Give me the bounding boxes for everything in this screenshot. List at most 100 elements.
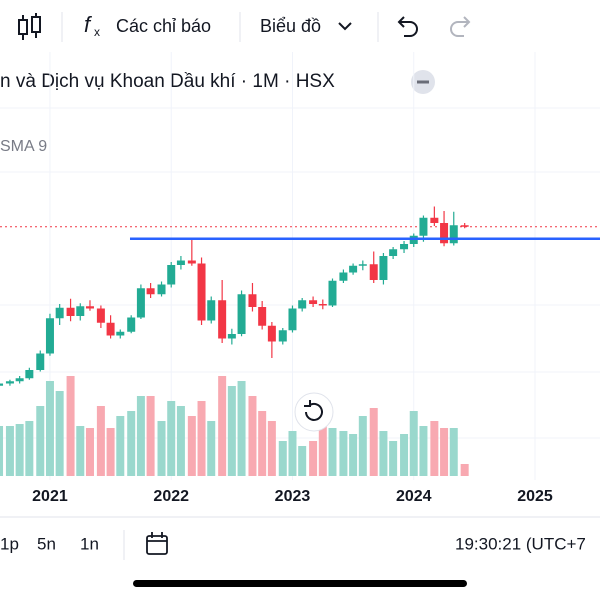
candle-body [460, 225, 469, 227]
volume-bar [76, 426, 85, 476]
volume-bar [127, 411, 136, 476]
candle-body [349, 265, 358, 273]
x-tick-label: 2024 [396, 488, 432, 505]
x-tick-label: 2023 [275, 488, 311, 505]
chart-type-button[interactable]: Biểu đồ [260, 16, 321, 36]
candle-body [36, 353, 45, 370]
candle-body [127, 317, 136, 332]
candle-body [248, 294, 257, 307]
volume-bar [339, 431, 348, 476]
candle-body [400, 244, 409, 250]
volume-bar [298, 446, 307, 476]
volume-bar [349, 434, 358, 476]
candle-body [237, 294, 246, 334]
candle-body [328, 280, 337, 306]
volume-bar [369, 408, 378, 476]
volume-bar [36, 406, 45, 476]
volume-bar [288, 431, 297, 476]
volume-bar [318, 426, 327, 476]
volume-bar [157, 421, 166, 476]
candle-body [449, 225, 458, 244]
candle-body [389, 249, 398, 256]
volume-bar [176, 406, 185, 476]
candle-body [358, 264, 367, 266]
candle-body [176, 260, 185, 265]
x-tick-label: 2022 [153, 488, 189, 505]
volume-bar [379, 431, 388, 476]
volume-bar [328, 428, 337, 476]
volume-bar [430, 421, 439, 476]
candle-body [45, 318, 54, 354]
volume-bar [146, 396, 155, 476]
candle-body [106, 322, 115, 336]
candle-body [339, 272, 348, 281]
indicators-button[interactable]: Các chỉ báo [116, 16, 211, 36]
chevron[interactable] [338, 22, 352, 31]
calendar-icon[interactable] [146, 532, 168, 555]
candle-body [197, 263, 206, 321]
candle-body [227, 334, 236, 339]
interval-button[interactable]: 5n [37, 534, 56, 553]
volume-bar [248, 396, 257, 476]
volume-bar [45, 381, 54, 476]
candle-body [146, 288, 155, 295]
volume-bar [389, 441, 398, 476]
reset-icon [304, 400, 323, 421]
candle-body [96, 308, 105, 323]
candle-body [136, 288, 145, 318]
indicator-label: SMA 9 [0, 138, 47, 155]
x-tick-label: 2021 [32, 488, 68, 505]
candle-body [278, 330, 287, 342]
interval-button[interactable]: 1p [0, 534, 19, 553]
candle-body [55, 307, 64, 319]
volume-bar [5, 426, 14, 476]
volume-bar [309, 441, 318, 476]
fx-icon[interactable]: f [84, 12, 93, 37]
home-indicator [133, 580, 467, 587]
candle-icon[interactable] [18, 13, 41, 40]
candle-body [15, 378, 24, 382]
volume-bar [106, 428, 115, 476]
undo-button[interactable] [397, 16, 418, 37]
candle-body [116, 331, 125, 336]
candle-body [218, 300, 227, 339]
candle-body [379, 256, 388, 280]
volume-bar [25, 421, 34, 476]
volume-bar [419, 426, 428, 476]
candle-body [430, 217, 439, 223]
candle-body [309, 300, 318, 304]
candle-body [187, 260, 196, 264]
volume-bar [197, 401, 206, 476]
candle-body [66, 307, 75, 316]
volume-bar [116, 416, 125, 476]
volume-bar [440, 428, 449, 476]
reset-button[interactable] [294, 392, 334, 432]
volume-bar [55, 391, 64, 476]
redo-button[interactable] [450, 16, 471, 37]
volume-bar [400, 434, 409, 476]
candle-body [76, 306, 85, 316]
volume-bar [187, 416, 196, 476]
volume-bar [85, 428, 94, 476]
interval-button[interactable]: 1n [80, 534, 99, 553]
candle-body [267, 325, 276, 342]
volume-bar [237, 381, 246, 476]
clock: 19:30:21 (UTC+7 [455, 534, 586, 553]
candle-body [167, 265, 176, 285]
x-tick-label: 2025 [517, 488, 553, 505]
volume-bar [258, 411, 267, 476]
candle-body [258, 307, 267, 326]
candle-body [207, 300, 216, 321]
candle-body [369, 264, 378, 280]
candle-body [419, 217, 428, 236]
fx-icon-sub: x [94, 25, 100, 39]
volume-bar [136, 396, 145, 476]
candle-body [298, 300, 307, 309]
candle-body [440, 223, 449, 244]
volume-bar [167, 401, 176, 476]
volume-bar [207, 421, 216, 476]
volume-bar [358, 416, 367, 476]
symbol-title: n và Dịch vụ Khoan Dầu khí · 1M · HSX [0, 71, 335, 92]
